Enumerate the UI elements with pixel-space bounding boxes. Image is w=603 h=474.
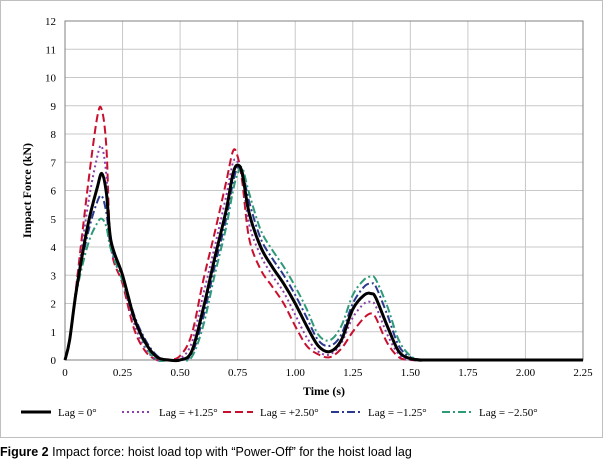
y-tick-label: 4: [51, 242, 57, 254]
y-tick-label: 3: [51, 270, 57, 282]
impact-force-chart: 0 0.25 0.50 0.75 1.00 1.25 1.50 1.75 2.00 2.25 0 1…: [20, 16, 593, 419]
y-tick-label: 12: [45, 16, 56, 28]
caption-text: Impact force: hoist load top with “Power…: [52, 445, 412, 459]
figure-frame: 0 0.25 0.50 0.75 1.00 1.25 1.50 1.75 2.00 2.25 0 1…: [0, 0, 603, 438]
legend-label: Lag = +1.25°: [159, 407, 218, 419]
y-tick-label: 5: [51, 214, 57, 226]
y-tick-label: 9: [51, 101, 57, 113]
plot-area: [64, 20, 584, 361]
x-tick-label: 0.50: [170, 367, 190, 379]
series-lines: [63, 105, 583, 363]
series-line-0: [63, 163, 583, 363]
x-tick-label: 2.00: [516, 367, 536, 379]
y-axis-title: Impact Force (kN): [20, 143, 34, 238]
grid-lines: [64, 20, 584, 361]
legend-label: Lag = −1.25°: [368, 407, 427, 419]
x-tick-label: 1.75: [458, 367, 478, 379]
y-tick-label: 7: [51, 157, 57, 169]
x-tick-labels: 0 0.25 0.50 0.75 1.00 1.25 1.50 1.75 2.00 2.25: [62, 367, 593, 379]
x-tick-label: 1.25: [343, 367, 363, 379]
caption-label: Figure 2: [0, 445, 49, 459]
x-tick-label: 0: [62, 367, 68, 379]
legend-label: Lag = 0°: [58, 407, 97, 419]
y-tick-label: 10: [45, 73, 57, 85]
legend-label: Lag = +2.50°: [260, 407, 319, 419]
legend: Lag = 0° Lag = +1.25° Lag = +2.50° Lag = −1…: [21, 407, 538, 419]
y-tick-label: 2: [51, 299, 57, 311]
y-tick-label: 8: [51, 129, 57, 141]
series-line-2: [64, 105, 583, 362]
x-tick-label: 1.50: [401, 367, 421, 379]
y-tick-label: 0: [51, 355, 57, 367]
y-tick-label: 1: [51, 327, 57, 339]
x-tick-label: 1.00: [286, 367, 306, 379]
legend-label: Lag = −2.50°: [479, 407, 538, 419]
series-line-1: [64, 144, 583, 362]
y-tick-label: 6: [51, 186, 57, 198]
y-tick-label: 11: [45, 44, 56, 56]
x-tick-label: 0.75: [228, 367, 248, 379]
figure-caption: Figure 2 Impact force: hoist load top wi…: [0, 445, 603, 459]
x-tick-label: 0.25: [113, 367, 133, 379]
x-tick-label: 2.25: [573, 367, 593, 379]
x-axis-title: Time (s): [303, 384, 345, 398]
